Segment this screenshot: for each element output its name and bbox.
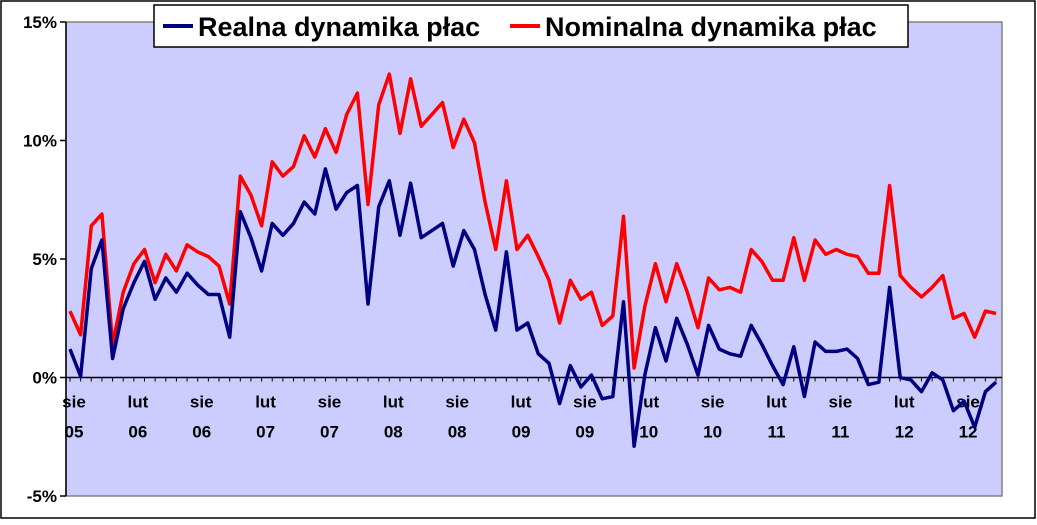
x-tick-label-year: 10 [703,423,722,442]
series-line-nominal [68,72,997,370]
x-tick-label-month: sie [445,393,469,412]
x-tick-label-year: 11 [767,423,785,442]
x-tick-label-year: 07 [320,423,339,442]
x-axis: sie 05 lut 06 sie 06 lut 07 sie 07 lut 08 sie 08 lut 09… [62,376,1002,442]
x-tick-label-year: 07 [256,423,275,442]
y-tick-label: 15% [23,13,57,32]
plot-background [65,21,1003,497]
x-tick-label-month: sie [701,393,725,412]
y-axis: -5% 0% 5% 10% 15% [23,13,67,506]
y-tick-label: 0% [32,369,57,388]
x-tick-label-year: 12 [895,423,914,442]
x-tick-label-year: 09 [575,423,594,442]
x-tick-label-month: lut [255,393,276,412]
legend-label-real: Realna dynamika płac [198,12,480,42]
x-tick-label-year: 09 [512,423,531,442]
y-tick-label: -5% [27,487,57,506]
x-tick-label-month: sie [318,393,342,412]
x-tick-label-year: 06 [192,423,211,442]
y-tick-label: 10% [23,132,57,151]
x-tick-label-month: lut [638,393,659,412]
y-tick-label: 5% [32,250,57,269]
x-tick-label-month: lut [894,393,915,412]
x-tick-label-year: 06 [128,423,147,442]
x-tick-label-month: lut [127,393,148,412]
x-tick-label-year: 11 [831,423,849,442]
x-tick-label-month: lut [383,393,404,412]
legend-label-nominal: Nominalna dynamika płac [545,12,877,42]
x-tick-label-year: 10 [639,423,658,442]
x-tick-label-year: 08 [384,423,403,442]
x-tick-label-year: 08 [448,423,467,442]
x-tick-label-month: sie [829,393,853,412]
x-tick-label-month: sie [62,393,86,412]
legend: Realna dynamika płac Nominalna dynamika p… [153,4,909,48]
x-tick-label-month: lut [511,393,532,412]
series-layer [68,72,998,448]
x-tick-label-year: 05 [65,423,84,442]
x-tick-label-month: sie [190,393,214,412]
x-tick-label-month: lut [766,393,787,412]
series-line-real [68,167,998,448]
x-tick-label-month: sie [573,393,597,412]
x-tick-label-month: sie [956,393,980,412]
